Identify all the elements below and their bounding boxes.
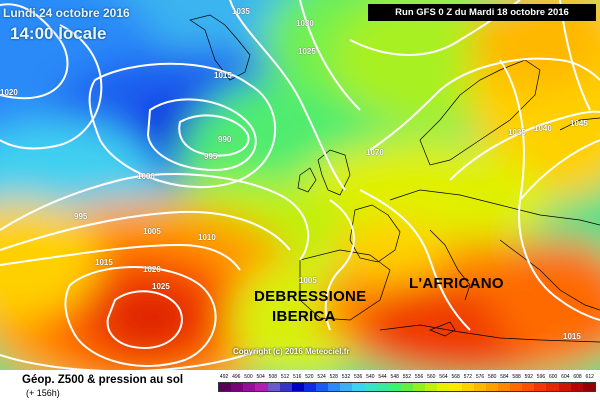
isobar-label: 1070: [366, 148, 384, 157]
scale-swatch: [267, 383, 280, 391]
isobar-label: 1005: [143, 227, 161, 236]
isobar-label: 1025: [152, 282, 170, 291]
scale-tick-label: 548: [390, 374, 399, 380]
isobar-label: 1025: [298, 47, 316, 56]
scale-swatch: [388, 383, 401, 391]
scale-tick-label: 568: [451, 374, 460, 380]
isobar-label: 1020: [0, 88, 18, 97]
scale-tick-label: 608: [573, 374, 582, 380]
scale-tick-label: 536: [353, 374, 363, 380]
scale-swatch: [449, 383, 462, 391]
color-scale: [218, 382, 596, 392]
scale-tick-label: 552: [402, 374, 412, 380]
isobar-label: 1005: [299, 276, 317, 285]
scale-tick-label: 564: [439, 374, 448, 380]
isobar-label: 1035: [232, 7, 250, 16]
scale-swatch: [364, 383, 377, 391]
isobar-label: 1015: [95, 258, 113, 267]
scale-tick-label: 584: [500, 374, 509, 380]
scale-tick-label: 580: [488, 374, 497, 380]
scale-swatch: [231, 383, 244, 391]
color-field: [0, 0, 600, 370]
scale-swatch: [570, 383, 583, 391]
scale-swatch: [219, 383, 232, 391]
scale-tick-label: 540: [366, 374, 375, 380]
scale-tick-label: 496: [232, 374, 241, 380]
scale-tick-label: 516: [293, 374, 302, 380]
scale-swatch: [316, 383, 329, 391]
scale-swatch: [376, 383, 389, 391]
annotation-africano: L'AFRICANO: [409, 275, 504, 292]
scale-tick-label: 528: [329, 374, 338, 380]
scale-swatch: [400, 383, 413, 391]
scale-swatch: [328, 383, 341, 391]
isobar-label: 1040: [534, 124, 552, 133]
run-info-banner: Run GFS 0 Z du Mardi 18 octobre 2016: [368, 4, 596, 21]
scale-swatch: [303, 383, 316, 391]
isobar-label: 1030: [296, 19, 314, 28]
isobar-label: 995: [204, 152, 218, 161]
scale-tick-label: 560: [427, 374, 436, 380]
scale-swatch: [437, 383, 450, 391]
scale-tick-label: 596: [536, 374, 546, 380]
scale-tick-label: 504: [256, 374, 265, 380]
scale-swatch: [291, 383, 304, 391]
scale-tick-label: 524: [317, 374, 326, 380]
scale-swatch: [425, 383, 438, 391]
scale-swatch: [461, 383, 474, 391]
scale-tick-label: 612: [585, 374, 594, 380]
scale-tick-label: 556: [414, 374, 424, 380]
isobar-label: 1010: [198, 233, 216, 242]
scale-swatch: [485, 383, 498, 391]
scale-swatch: [352, 383, 365, 391]
scale-tick-label: 520: [305, 374, 314, 380]
scale-tick-label: 492: [219, 374, 229, 380]
scale-tick-label: 592: [524, 374, 533, 380]
scale-tick-label: 544: [378, 374, 387, 380]
scale-swatch: [582, 383, 595, 391]
weather-map: Lundi 24 octobre 2016 14:00 locale Run G…: [0, 0, 600, 370]
scale-swatch: [255, 383, 268, 391]
isobar-label: 1045: [570, 119, 588, 128]
scale-swatch: [558, 383, 571, 391]
legend-bar: Géop. Z500 & pression au sol (+ 156h) 49…: [0, 370, 600, 400]
isobar-label: 995: [74, 212, 88, 221]
isobar-label: 1015: [563, 332, 581, 341]
scale-tick-label: 576: [475, 374, 485, 380]
legend-title: Géop. Z500 & pression au sol: [22, 374, 184, 386]
coastlines: [189, 14, 600, 343]
isobar-label: 1000: [137, 172, 155, 181]
scale-tick-label: 604: [561, 374, 570, 380]
scale-swatch: [497, 383, 510, 391]
isobar-label: 1035: [508, 128, 526, 137]
scale-swatch: [534, 383, 547, 391]
annotation-iberica: IBERICA: [272, 308, 336, 325]
scale-swatch: [473, 383, 486, 391]
isobar-label: 1020: [143, 265, 161, 274]
scale-swatch: [340, 383, 353, 391]
copyright-notice: Copyright (c) 2016 Meteociel.fr: [233, 347, 350, 356]
scale-tick-label: 500: [244, 374, 253, 380]
geopotential-field: [0, 0, 600, 370]
scale-tick-label: 512: [280, 374, 290, 380]
scale-tick-label: 588: [512, 374, 521, 380]
scale-tick-label: 532: [341, 374, 351, 380]
annotation-debressione: DEBRESSIONE: [254, 288, 367, 305]
scale-swatch: [243, 383, 256, 391]
scale-swatch: [546, 383, 559, 391]
scale-swatch: [510, 383, 523, 391]
forecast-date: Lundi 24 octobre 2016: [3, 6, 130, 20]
isobars: [0, 0, 600, 370]
scale-swatch: [413, 383, 426, 391]
scale-swatch: [522, 383, 535, 391]
scale-swatch: [279, 383, 292, 391]
scale-tick-label: 600: [548, 374, 558, 380]
forecast-local-time: 14:00 locale: [10, 24, 107, 43]
isobar-label: 1015: [214, 71, 232, 80]
scale-tick-label: 508: [268, 374, 278, 380]
scale-tick-label: 572: [463, 374, 473, 380]
color-scale-ticks: 492 496 500 504 508 512 516 520 524 528 532 536 540 5…: [218, 373, 596, 381]
legend-subtitle: (+ 156h): [26, 388, 60, 398]
isobar-label: 990: [218, 135, 232, 144]
